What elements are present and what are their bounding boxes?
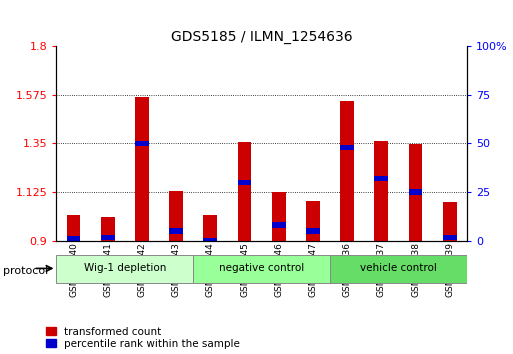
Bar [101,217,114,241]
Bar [169,191,183,241]
Title: GDS5185 / ILMN_1254636: GDS5185 / ILMN_1254636 [171,30,352,44]
Bar [56,255,193,283]
Bar [306,228,320,234]
Bar [409,144,422,241]
Bar [238,179,251,185]
Bar [204,238,217,243]
Text: vehicle control: vehicle control [360,263,437,273]
Bar [443,235,457,240]
Legend: transformed count, percentile rank within the sample: transformed count, percentile rank withi… [46,327,240,349]
Bar [330,255,467,283]
Bar [272,222,286,228]
Text: protocol: protocol [3,266,48,276]
Text: negative control: negative control [219,263,304,273]
Text: Wig-1 depletion: Wig-1 depletion [84,263,166,273]
Bar [135,97,149,241]
Bar [169,228,183,234]
Bar [306,201,320,241]
Bar [374,176,388,181]
Bar [135,141,149,146]
Bar [443,202,457,241]
Bar [340,101,354,241]
Bar [374,141,388,241]
Bar [238,142,251,241]
Bar [67,236,81,242]
Bar [340,144,354,150]
Bar [272,192,286,241]
Bar [67,215,81,241]
Bar [101,235,114,240]
Bar [204,215,217,241]
Bar [193,255,330,283]
Bar [409,189,422,195]
